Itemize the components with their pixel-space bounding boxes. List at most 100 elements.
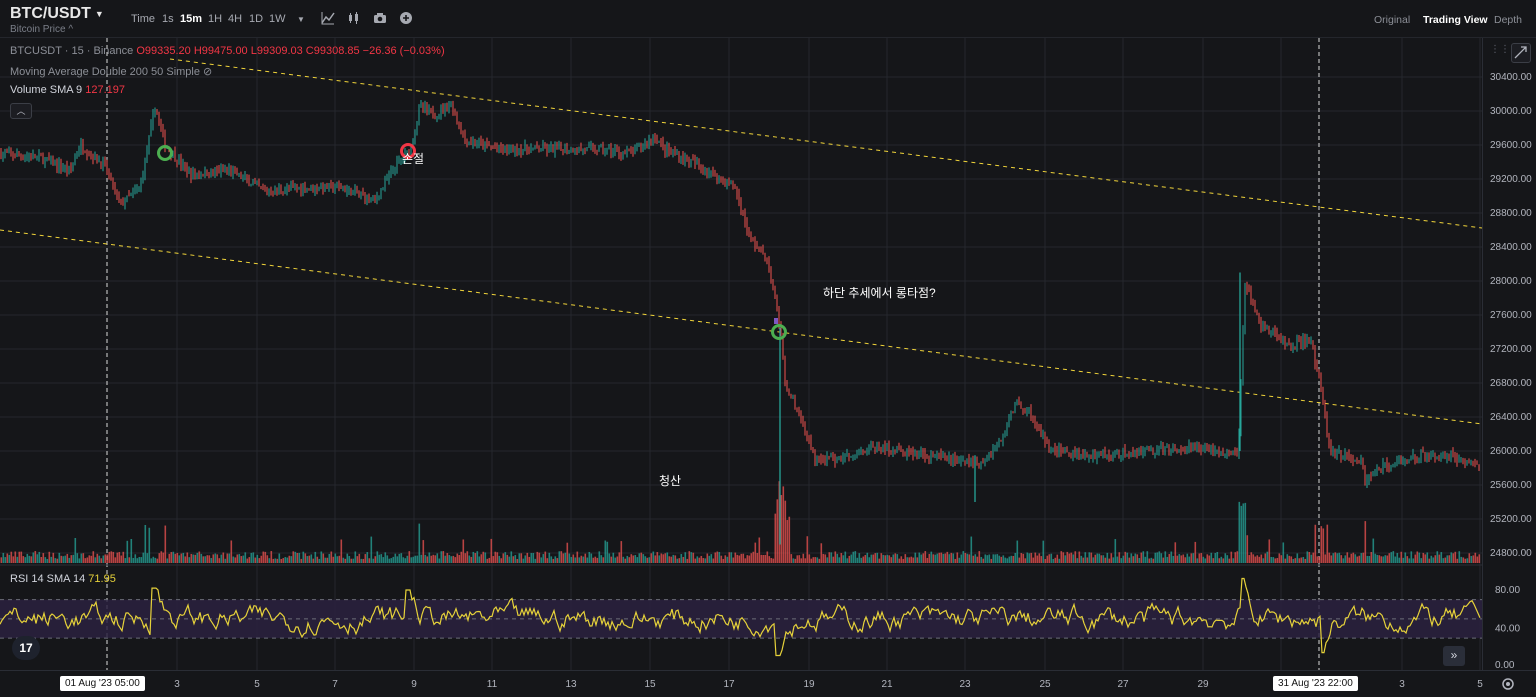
volume-bar [1108,558,1111,563]
volume-bar [584,553,587,563]
time-tick-label: 21 [881,679,893,690]
volume-bar [1312,552,1315,563]
price-tick-label: 27200.00 [1490,344,1532,355]
indicators-icon[interactable] [321,11,335,25]
tf-15m[interactable]: 15m [180,13,203,25]
price-axis[interactable]: 30400.00 30000.00 29600.00 29200.00 28800.00… [1482,38,1536,670]
volume-bar [520,553,523,563]
candle-style-icon[interactable] [347,11,361,25]
view-depth[interactable]: Depth [1494,14,1523,26]
ma-legend[interactable]: Moving Average Double 200 50 Simple ⊘ [10,65,217,78]
volume-legend[interactable]: Volume SMA 9 127.197 [10,84,125,96]
volume-bar [454,557,457,563]
volume-bar [218,558,221,563]
volume-bar [1136,554,1139,563]
time-axis[interactable]: 3 5 7 9 11 13 15 17 19 21 23 25 27 29 3 5 01 Aug '23 05… [0,670,1536,697]
tf-1d[interactable]: 1D [249,13,264,25]
volume-bar [1214,553,1217,563]
volume-bar [720,555,723,563]
volume-bar [364,554,367,563]
volume-bar [288,555,291,563]
volume-bar [248,557,251,563]
tf-4h[interactable]: 4H [228,13,243,25]
volume-bar [274,558,277,563]
volume-bar [1182,554,1185,563]
time-tick-label: 19 [803,679,815,690]
volume-bar [736,554,739,563]
volume-bar [1334,552,1337,563]
volume-bar [892,554,895,563]
volume-bar [974,554,977,563]
drag-handle-icon[interactable]: ⋮⋮ [1490,44,1510,55]
price-chart[interactable] [0,38,1482,670]
volume-bar [88,555,91,563]
volume-bar [1096,553,1099,563]
volume-bar [618,552,621,563]
more-timeframes-icon[interactable]: ▼ [297,15,305,24]
volume-bar [1400,551,1403,563]
volume-bar [330,551,333,563]
volume-bar [1450,552,1453,563]
volume-bar [462,539,465,563]
symbol-selector[interactable]: BTC/USDT ▼ [10,5,104,23]
volume-bar [816,557,819,563]
volume-bar [632,555,635,563]
volume-bar [884,555,887,563]
volume-bar [814,557,817,563]
view-trading-view[interactable]: Trading View [1423,14,1488,26]
volume-bar [976,556,979,563]
volume-bar [0,557,3,563]
volume-bar [682,556,685,563]
eye-hidden-icon[interactable]: ⊘ [203,66,213,78]
volume-bar [456,553,459,563]
view-original[interactable]: Original [1374,14,1411,26]
rsi-legend[interactable]: RSI 14 SMA 14 71.95 [10,573,116,585]
price-tick-label: 30400.00 [1490,72,1532,83]
volume-bar [1020,553,1023,563]
volume-bar [1326,524,1329,563]
volume-bar [16,556,19,563]
volume-bar [174,553,177,563]
volume-bar [1414,554,1417,563]
volume-bar [242,555,245,563]
volume-bar [172,551,175,563]
volume-bar [740,553,743,563]
volume-bar [1246,535,1249,563]
volume-bar [542,554,545,563]
volume-bar [1112,557,1115,563]
time-tick-label: 3 [174,679,180,690]
volume-bar [1260,554,1263,563]
volume-bar [622,556,625,563]
volume-bar [164,525,167,563]
tf-time[interactable]: Time [131,13,156,25]
volume-bar [1076,558,1079,563]
tf-1s[interactable]: 1s [162,13,174,25]
volume-bar [1472,555,1475,563]
volume-bar [468,555,471,563]
camera-icon[interactable] [373,11,387,25]
volume-bar [226,553,229,563]
scroll-to-latest-button[interactable]: » [1443,646,1465,666]
time-tick-label: 17 [723,679,735,690]
volume-bar [18,551,21,563]
volume-bar [770,558,773,563]
volume-bar [538,552,541,563]
volume-bar [830,552,833,563]
volume-bar [636,557,639,563]
volume-bar [162,552,165,563]
settings-gear-icon[interactable] [1500,676,1516,692]
volume-bar [1398,557,1401,563]
volume-bar [368,558,371,563]
collapse-legend-button[interactable]: ︿ [10,103,32,119]
tf-1h[interactable]: 1H [208,13,223,25]
volume-bar [1388,553,1391,563]
add-icon[interactable] [399,11,413,25]
volume-bar [970,536,973,563]
volume-bar [1376,554,1379,563]
tf-1w[interactable]: 1W [269,13,286,25]
volume-bar [276,558,279,563]
auto-scale-icon[interactable] [1511,43,1531,63]
chart-pane[interactable]: BTCUSDT · 15 · Binance O99335.20 H99475.… [0,38,1482,670]
volume-bar [1248,555,1251,563]
volume-bar [1404,552,1407,563]
